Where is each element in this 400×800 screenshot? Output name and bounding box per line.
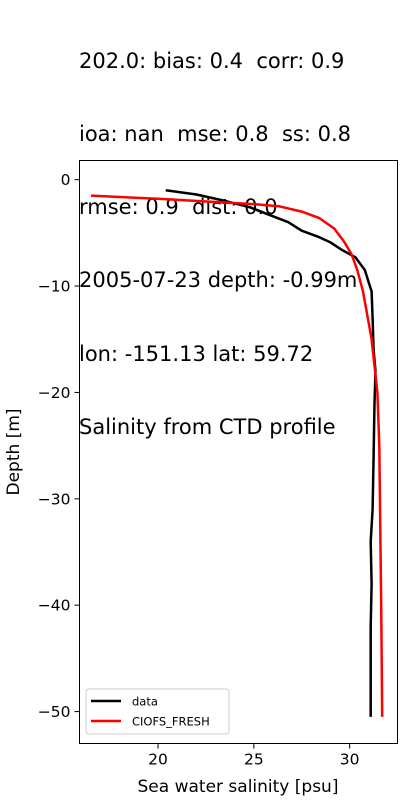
series-layer [90,189,384,717]
y-tick-label: 0 [61,171,71,189]
legend-box [85,688,230,735]
x-ticks: 20 25 30 [148,743,360,769]
axes-frame [79,160,398,744]
y-tick-label: −50 [38,703,71,721]
y-ticks: 0 −10 −20 −30 −40 −50 [38,171,80,721]
y-axis-label: Depth [m] [4,408,24,495]
x-tick-label: 30 [340,751,360,769]
legend-label-ciofs-fresh: CIOFS_FRESH [132,715,210,729]
chart-title: 202.0: bias: 0.4 corr: 0.9 ioa: nan mse:… [79,0,399,464]
y-tick-label: −40 [38,597,71,615]
legend: data CIOFS_FRESH [85,688,230,735]
legend-label-data: data [132,695,158,709]
series-line-ciofs-fresh [90,194,384,717]
x-axis-label: Sea water salinity [psu] [138,777,339,797]
title-line-subtitle: Salinity from CTD profile [79,414,336,439]
y-tick-label: −10 [38,278,71,296]
x-tick-label: 25 [244,751,264,769]
title-line-date-depth: 2005-07-23 depth: -0.99m [79,268,358,293]
x-tick-label: 20 [148,751,168,769]
y-tick-label: −20 [38,384,71,402]
series-line-data [165,189,377,717]
title-line-stats-2: ioa: nan mse: 0.8 ss: 0.8 [79,122,351,147]
title-line-location: lon: -151.13 lat: 59.72 [79,341,314,366]
title-line-stats-1: 202.0: bias: 0.4 corr: 0.9 [79,48,345,73]
y-tick-label: −30 [38,490,71,508]
